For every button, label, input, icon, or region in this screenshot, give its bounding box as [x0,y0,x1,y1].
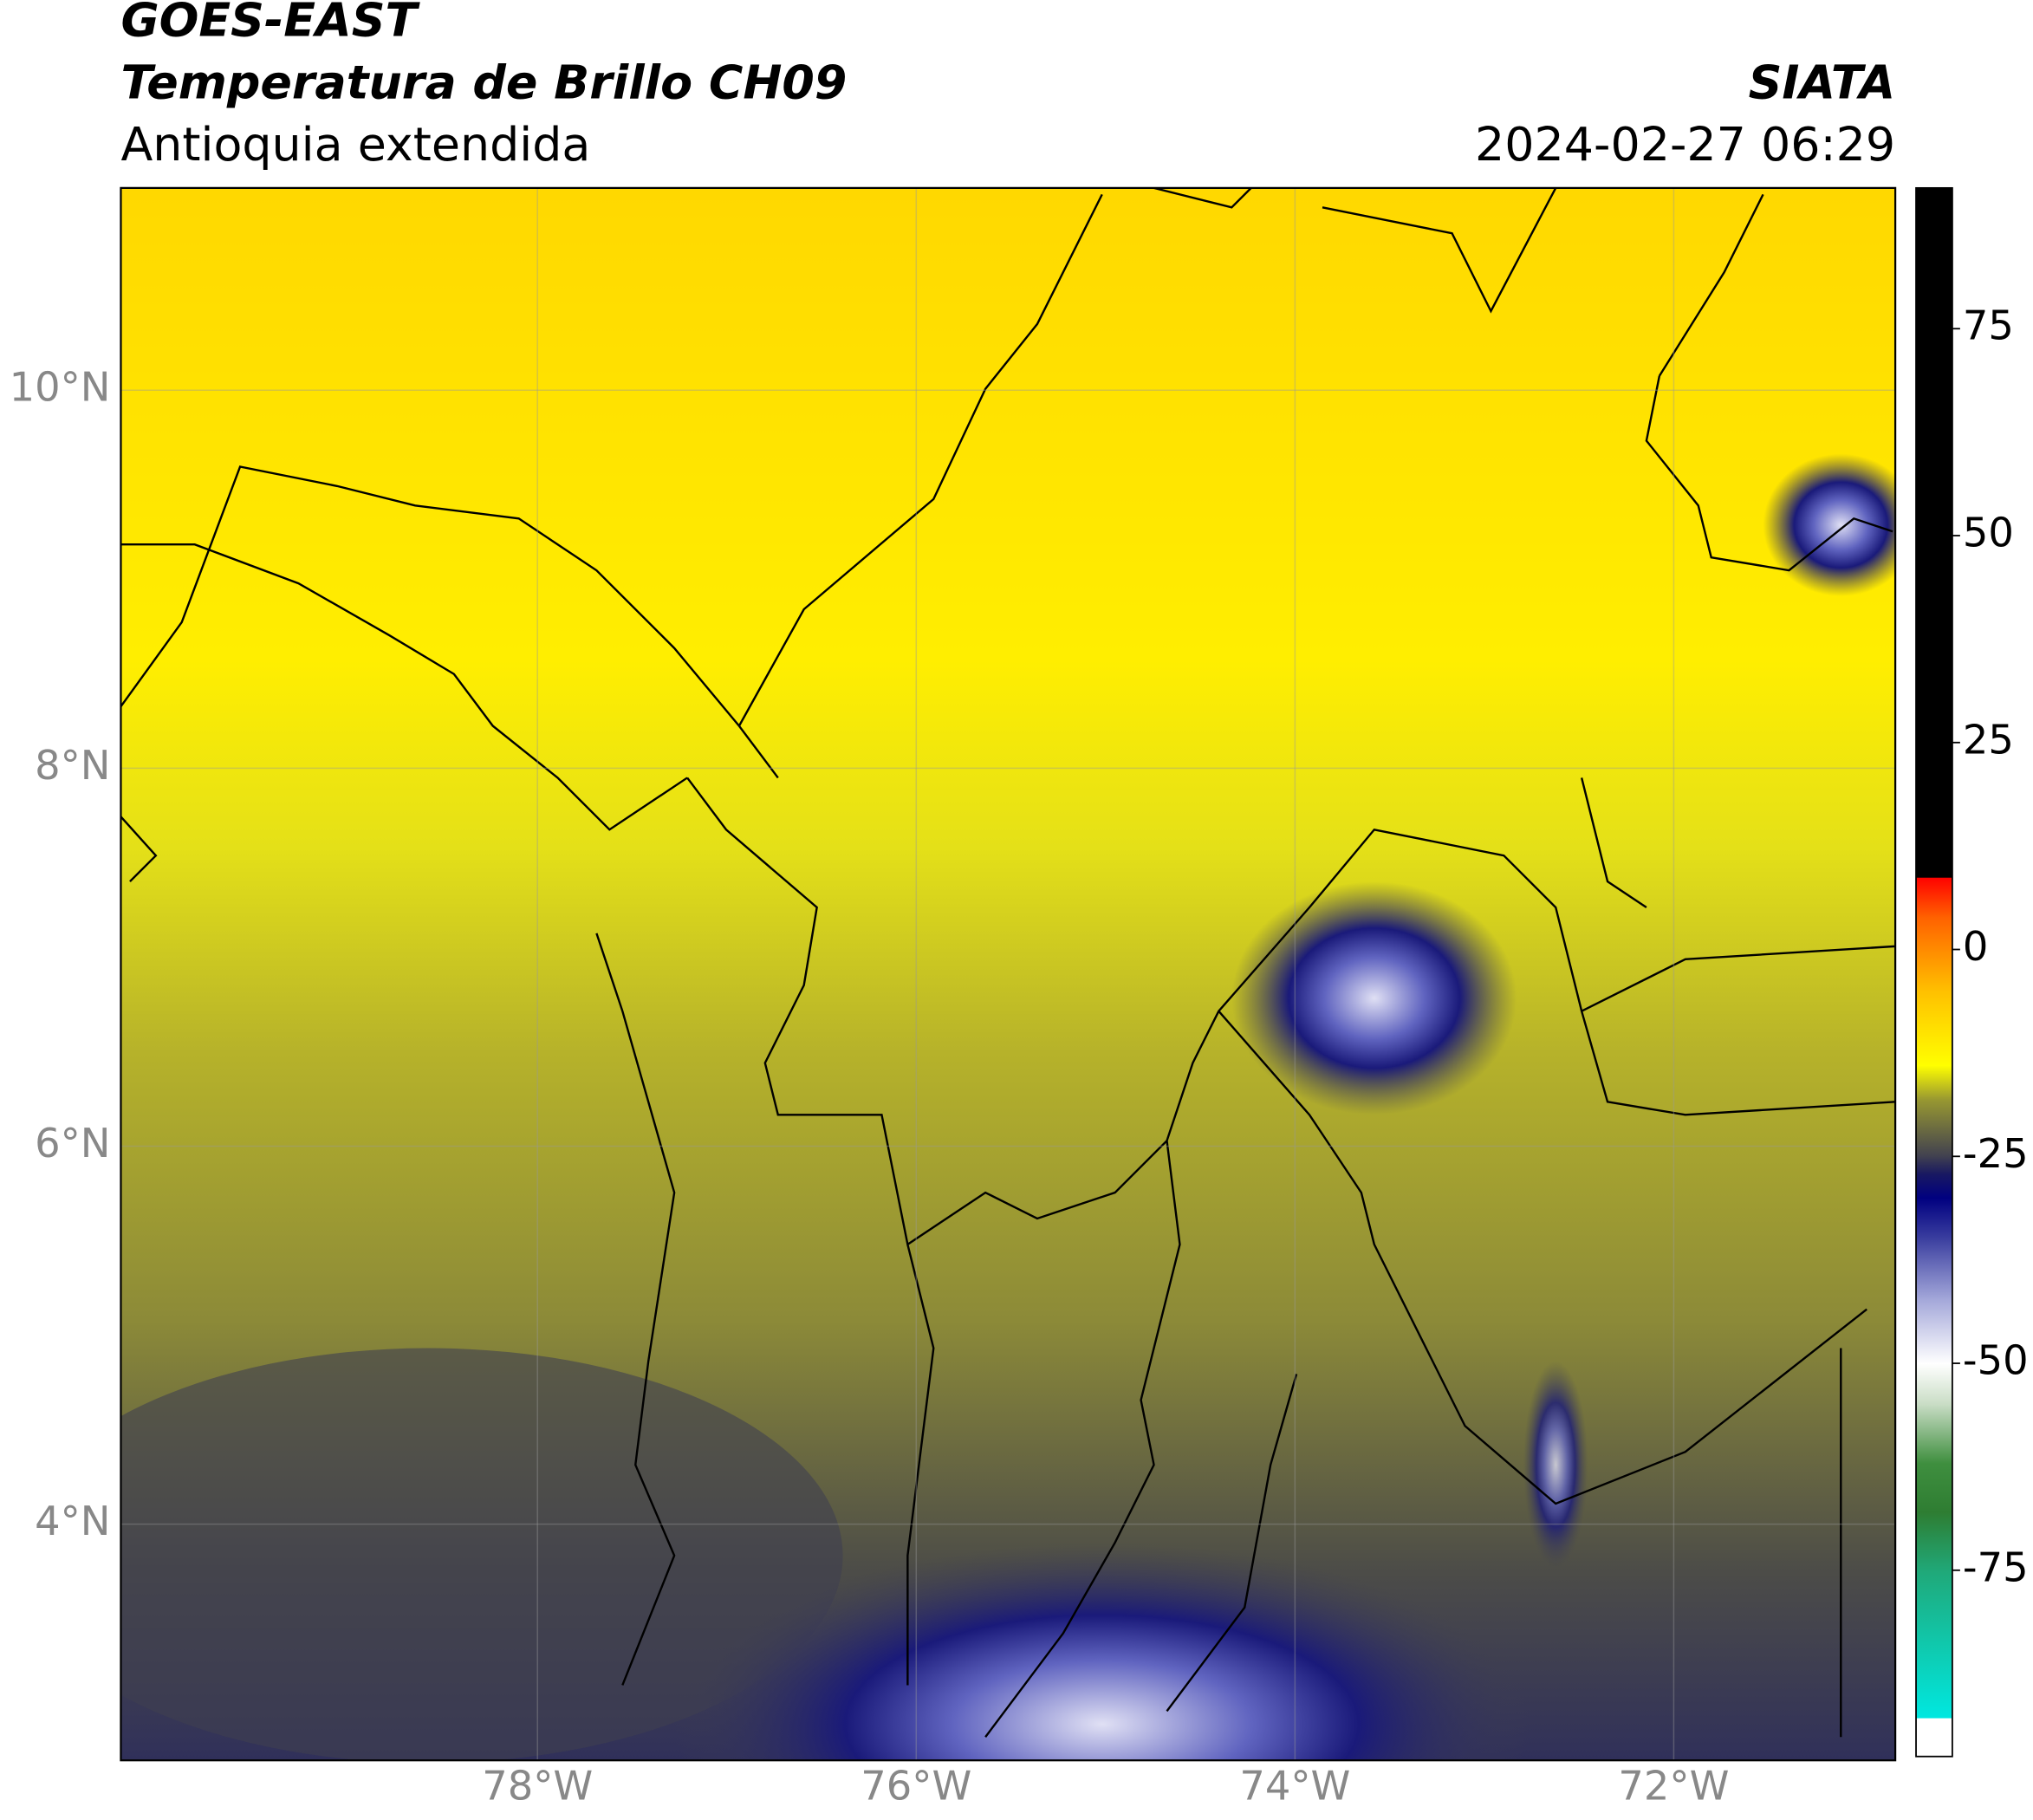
x-tick-label: 72°W [1618,1763,1729,1810]
colorbar-segment [1916,1156,1952,1174]
cold-cloud [674,1542,1530,1761]
colorbar-segment [1916,916,1952,992]
title: Temperatura de Brillo CH09 [120,55,847,109]
map-field [120,187,1896,1761]
colorbar-segment [1916,1570,1952,1719]
colorbar [1916,187,1952,1758]
colorbar-segment [1916,876,1952,918]
colorbar-segment [1916,1065,1952,1100]
colorbar-frame [1915,186,1953,1758]
x-tick-label: 78°W [482,1763,593,1810]
colorbar-segment [1916,1404,1952,1464]
cold-cloud [1763,453,1896,597]
colorbar-segment [1916,1511,1952,1571]
cold-cloud [1231,881,1517,1115]
datetime: 2024-02-27 06:29 [1475,117,1895,172]
colorbar-tick-label: 75 [1963,302,2014,349]
cold-area [120,1348,843,1761]
x-tick-label: 76°W [861,1763,971,1810]
colorbar-tick-label: -75 [1963,1544,2029,1590]
colorbar-segment [1916,1198,1952,1240]
y-tick-label: 10°N [10,364,111,411]
y-tick-label: 8°N [35,742,110,789]
grid [120,187,1896,1761]
colorbar-tick-label: 0 [1963,923,1989,970]
colorbar-segment [1916,1238,1952,1298]
y-tick-label: 4°N [35,1498,110,1544]
colorbar-segment [1916,1297,1952,1364]
colorbar-segment [1916,187,1952,878]
colorbar-segment [1916,1462,1952,1513]
cold-cloud [1523,1361,1588,1569]
colorbar-tick-label: -25 [1963,1130,2029,1177]
y-tick-label: 6°N [35,1120,110,1167]
map-frame [120,186,1897,1762]
organization: SIATA [1749,55,1896,109]
colorbar-tick-label: 25 [1963,716,2014,763]
colorbar-segment [1916,1717,1952,1758]
x-tick-label: 74°W [1239,1763,1350,1810]
colorbar-segment [1916,991,1952,1066]
colorbar-segment [1916,1098,1952,1158]
title: GOES-EAST [120,0,420,48]
colorbar-segment [1916,1363,1952,1406]
colorbar-tick-label: 50 [1963,510,2014,556]
subtitle: Antioquia extendida [120,117,590,172]
colorbar-tick-label: -50 [1963,1337,2029,1384]
colorbar-segment [1916,1173,1952,1199]
